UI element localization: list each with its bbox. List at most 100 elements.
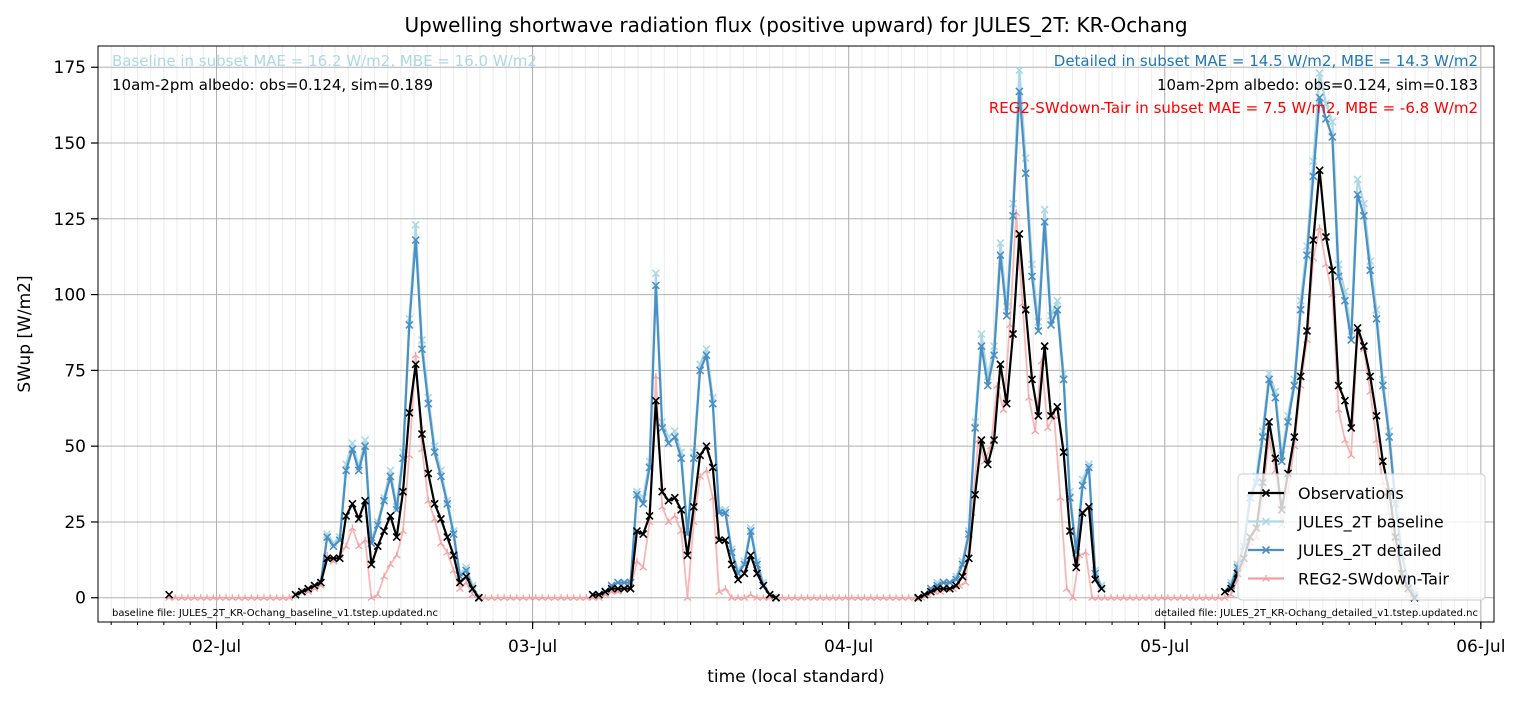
- data-point: [746, 591, 755, 599]
- data-point: [398, 487, 408, 496]
- y-tick-label: 150: [54, 134, 86, 154]
- data-point: [437, 539, 445, 547]
- data-point: [658, 503, 667, 511]
- data-point: [373, 542, 382, 551]
- data-point: [411, 360, 420, 369]
- data-point: [626, 584, 635, 593]
- data-point: [696, 451, 705, 460]
- data-point: [1008, 211, 1018, 220]
- y-tick-label: 75: [64, 361, 86, 381]
- data-point: [683, 594, 692, 602]
- legend-marker: [1261, 488, 1271, 498]
- legend-marker: [1261, 545, 1271, 555]
- data-point: [658, 423, 667, 433]
- data-point: [436, 472, 446, 481]
- data-point: [651, 396, 660, 405]
- data-point: [939, 578, 948, 587]
- data-point: [405, 408, 414, 417]
- data-point: [291, 590, 300, 599]
- data-point: [1340, 296, 1349, 305]
- data-point: [310, 581, 319, 590]
- data-point: [1097, 584, 1106, 593]
- data-point: [1315, 166, 1324, 175]
- data-point: [1296, 372, 1305, 381]
- data-point: [1366, 266, 1375, 275]
- data-point: [361, 436, 370, 445]
- data-point: [1271, 454, 1280, 463]
- data-point: [392, 551, 401, 559]
- data-point: [354, 542, 363, 550]
- data-point: [639, 530, 648, 539]
- data-point: [1347, 335, 1356, 345]
- data-point: [373, 591, 382, 599]
- data-point: [1227, 591, 1236, 599]
- data-point: [474, 593, 483, 602]
- data-point: [926, 587, 935, 596]
- data-point: [990, 351, 999, 360]
- data-point: [1084, 460, 1093, 469]
- x-tick-label: 04-Jul: [824, 637, 873, 657]
- data-point: [354, 514, 363, 523]
- data-point: [411, 351, 420, 359]
- axes: 02-Jul 03-Jul 04-Jul 05-Jul 06-Jul 0 25 50 75 100…: [54, 58, 1506, 657]
- data-point: [632, 490, 641, 499]
- data-point: [342, 511, 351, 520]
- data-point: [1315, 93, 1324, 102]
- data-point: [1334, 272, 1343, 281]
- data-point: [361, 496, 370, 505]
- data-point: [399, 527, 407, 535]
- legend-label: REG2-SWdown-Tair: [1298, 570, 1449, 589]
- data-point: [1340, 396, 1349, 405]
- data-point: [1283, 417, 1293, 426]
- data-point: [342, 542, 351, 550]
- data-point: [1290, 381, 1299, 390]
- data-point: [1056, 494, 1065, 502]
- data-point: [632, 526, 641, 536]
- data-point: [1091, 575, 1100, 584]
- data-point: [1302, 326, 1312, 336]
- data-point: [1053, 402, 1062, 411]
- data-point: [1021, 169, 1030, 178]
- data-point: [1040, 217, 1049, 226]
- data-point: [386, 560, 395, 568]
- data-point: [971, 490, 980, 499]
- data-point: [468, 584, 477, 593]
- data-point: [361, 442, 370, 451]
- data-point: [1347, 423, 1356, 433]
- data-point: [1322, 260, 1330, 268]
- data-point: [702, 345, 711, 354]
- data-point: [1341, 436, 1349, 444]
- data-point: [715, 536, 724, 545]
- data-point: [752, 569, 762, 578]
- plot-area: [165, 66, 1419, 602]
- detailed-albedo-annotation: 10am-2pm albedo: obs=0.124, sim=0.183: [1157, 76, 1478, 94]
- data-point: [613, 584, 623, 593]
- data-point: [733, 575, 743, 584]
- data-point: [348, 524, 357, 532]
- baseline-file-note: baseline file: JULES_2T_KR-Ochang_baseli…: [112, 608, 438, 619]
- data-point: [430, 499, 439, 508]
- data-point: [651, 269, 660, 278]
- data-point: [462, 563, 471, 572]
- data-point: [727, 560, 736, 569]
- data-point: [1296, 305, 1305, 314]
- data-point: [721, 585, 730, 592]
- reg2-stats-annotation: REG2-SWdown-Tair in subset MAE = 7.5 W/m…: [989, 99, 1478, 117]
- data-point: [468, 591, 477, 599]
- data-point: [645, 511, 654, 520]
- data-point: [977, 329, 986, 339]
- data-point: [1264, 375, 1274, 384]
- y-tick-label: 125: [54, 210, 86, 230]
- data-point: [430, 448, 439, 457]
- legend-item-reg2-swdown-tair: REG2-SWdown-Tair: [1248, 570, 1449, 589]
- data-point: [977, 342, 986, 351]
- data-point: [1021, 305, 1030, 314]
- y-tick-label: 50: [64, 437, 86, 457]
- legend-box: [1237, 473, 1486, 601]
- data-point: [677, 454, 686, 463]
- data-point: [436, 514, 446, 523]
- data-point: [1024, 394, 1033, 401]
- data-point: [670, 433, 679, 442]
- data-point: [1372, 314, 1381, 323]
- data-point: [1328, 132, 1337, 142]
